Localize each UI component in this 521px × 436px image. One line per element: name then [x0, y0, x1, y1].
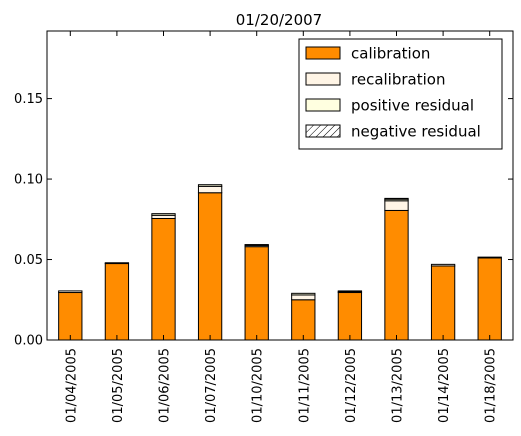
- legend-swatch: [305, 124, 341, 138]
- bar-0-6: [337, 292, 363, 341]
- legend-label: negative residual: [351, 123, 481, 141]
- bar-0-9: [477, 257, 502, 341]
- legend-label: recalibration: [351, 71, 445, 89]
- x-tick-label: 01/14/2005: [437, 348, 452, 423]
- bar-1-1: [104, 262, 130, 265]
- bar-0-7: [384, 209, 409, 341]
- legend-swatch: [305, 98, 341, 112]
- bar-1-5: [291, 294, 316, 301]
- bar-2-4: [244, 244, 269, 246]
- x-tick-label: 01/04/2005: [64, 348, 79, 423]
- bar-2-6: [337, 290, 363, 293]
- bar-0-2: [151, 217, 176, 341]
- bar-0-5: [291, 299, 316, 341]
- bar-0-3: [197, 192, 223, 341]
- bar-0-1: [104, 263, 130, 341]
- bar-0-4: [244, 246, 269, 341]
- axes-group: 01/04/2005 01/05/2005 01/06/2005 01/07/2005…: [14, 30, 514, 423]
- bar-1-0: [58, 290, 83, 294]
- bar-1-8: [430, 263, 456, 267]
- y-tick-label: 0.10: [14, 173, 43, 188]
- x-tick-label: 01/12/2005: [344, 348, 359, 423]
- y-tick-label: 0.00: [14, 334, 43, 349]
- legend-label: calibration: [351, 45, 430, 63]
- bar-0-8: [430, 265, 456, 341]
- x-tick-label: 01/07/2005: [204, 348, 219, 423]
- y-tick-label: 0.05: [14, 253, 43, 268]
- legend-swatch: [305, 72, 341, 86]
- x-tick-label: 01/10/2005: [251, 348, 266, 423]
- x-tick-label: 01/11/2005: [297, 348, 312, 423]
- bar-2-3: [197, 184, 223, 187]
- bar-1-3: [197, 185, 223, 194]
- x-tick-label: 01/06/2005: [158, 348, 173, 423]
- x-tick-label: 01/13/2005: [391, 348, 406, 423]
- x-tick-label: 01/18/2005: [484, 348, 499, 423]
- bar-2-2: [151, 213, 176, 216]
- bar-3-7: [384, 197, 409, 200]
- chart-title: 01/20/2007: [236, 11, 322, 29]
- bar-2-5: [291, 292, 316, 296]
- legend: calibration recalibration positive residua…: [298, 38, 503, 150]
- bars-group: [58, 184, 502, 341]
- y-tick-label: 0.15: [14, 92, 43, 107]
- bar-1-9: [477, 256, 502, 259]
- legend-swatch: [305, 46, 341, 60]
- legend-label: positive residual: [351, 97, 474, 115]
- bar-1-7: [384, 200, 409, 211]
- bar-0-0: [58, 292, 83, 341]
- plot-frame: [46, 30, 514, 341]
- x-tick-label: 01/05/2005: [111, 348, 126, 423]
